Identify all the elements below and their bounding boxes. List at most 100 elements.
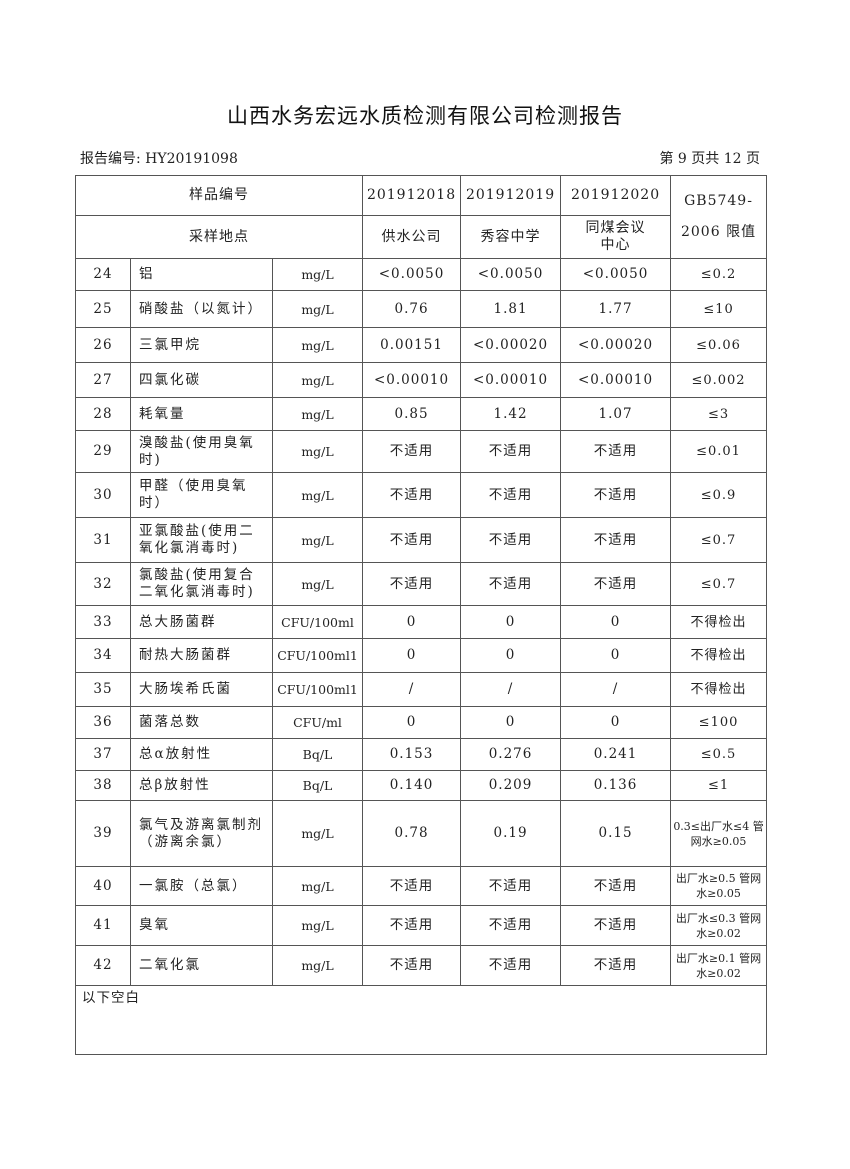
table-row: 27 四氯化碳 mg/L <0.00010 <0.00010 <0.00010 ≤0.002 xyxy=(75,362,768,398)
unit: mg/L xyxy=(271,397,364,431)
unit: mg/L xyxy=(271,800,364,867)
row-number: 40 xyxy=(75,866,131,906)
result-value: 不适用 xyxy=(362,517,462,563)
sample-location: 同煤会议中心 xyxy=(560,215,672,259)
item-name: 臭氧 xyxy=(130,905,273,946)
result-value: 不适用 xyxy=(560,517,672,563)
unit: CFU/100ml1 xyxy=(271,672,364,707)
limit-label-2: 2006 限值 xyxy=(680,224,757,240)
unit: mg/L xyxy=(271,517,364,563)
result-value: 不适用 xyxy=(560,430,672,473)
result-value: 0 xyxy=(460,638,562,673)
result-value: 不适用 xyxy=(560,472,672,518)
row-number: 29 xyxy=(75,430,131,473)
limit-header: GB5749- 2006 限值 xyxy=(670,175,768,259)
limit-value: ≤0.01 xyxy=(670,430,768,473)
result-value: / xyxy=(460,672,562,707)
item-name: 总β放射性 xyxy=(130,770,273,801)
page-number: 第 9 页共 12 页 xyxy=(659,151,760,167)
item-name: 氯酸盐(使用复合二氧化氯消毒时) xyxy=(130,562,273,606)
result-value: <0.00010 xyxy=(362,362,462,398)
result-value: 0 xyxy=(560,605,672,639)
sample-location: 秀容中学 xyxy=(460,215,562,259)
result-value: <0.00010 xyxy=(460,362,562,398)
header-row-sample-no: 样品编号 201912018 201912019 201912020 GB574… xyxy=(74,175,768,259)
table-row: 32 氯酸盐(使用复合二氧化氯消毒时) mg/L 不适用 不适用 不适用 ≤0.7 xyxy=(75,562,768,606)
result-value: 0.140 xyxy=(362,770,462,801)
result-value: 不适用 xyxy=(362,866,462,906)
item-name: 溴酸盐(使用臭氧时) xyxy=(130,430,273,473)
report-title: 山西水务宏远水质检测有限公司检测报告 xyxy=(227,104,623,128)
result-value: <0.0050 xyxy=(460,258,562,291)
table-row: 31 亚氯酸盐(使用二氧化氯消毒时) mg/L 不适用 不适用 不适用 ≤0.7 xyxy=(75,517,768,563)
result-value: 0.78 xyxy=(362,800,462,867)
item-name: 氯气及游离氯制剂（游离余氯） xyxy=(130,800,273,867)
unit: mg/L xyxy=(271,362,364,398)
result-value: 0 xyxy=(460,706,562,739)
table-row: 26 三氯甲烷 mg/L 0.00151 <0.00020 <0.00020 ≤0.06 xyxy=(75,327,768,363)
row-number: 31 xyxy=(75,517,131,563)
result-value: 0.85 xyxy=(362,397,462,431)
table-row: 34 耐热大肠菌群 CFU/100ml1 0 0 0 不得检出 xyxy=(75,638,768,673)
unit: mg/L xyxy=(271,327,364,363)
result-value: 1.77 xyxy=(560,290,672,328)
footer-row: 以下空白 xyxy=(74,985,768,1055)
item-name: 总大肠菌群 xyxy=(130,605,273,639)
sample-no: 201912020 xyxy=(560,175,672,216)
result-value: 1.81 xyxy=(460,290,562,328)
table-row: 39 氯气及游离氯制剂（游离余氯） mg/L 0.78 0.19 0.15 0.3≤出厂水≤… xyxy=(75,800,768,867)
result-value: 不适用 xyxy=(460,562,562,606)
row-number: 42 xyxy=(75,945,131,986)
table-row: 35 大肠埃希氏菌 CFU/100ml1// / 不得检出 xyxy=(75,672,768,707)
result-value: 不适用 xyxy=(460,472,562,518)
result-value: <0.0050 xyxy=(362,258,462,291)
limit-label-1: GB5749- xyxy=(684,193,753,209)
result-value: / xyxy=(362,672,462,707)
result-value: 不适用 xyxy=(362,562,462,606)
row-number: 32 xyxy=(75,562,131,606)
limit-value: ≤0.2 xyxy=(670,258,768,291)
row-number: 39 xyxy=(75,800,131,867)
limit-value: ≤1 xyxy=(670,770,768,801)
result-value: 0 xyxy=(460,605,562,639)
result-value: 0.76 xyxy=(362,290,462,328)
result-value: 0.15 xyxy=(560,800,672,867)
limit-value: ≤0.06 xyxy=(670,327,768,363)
result-value: 不适用 xyxy=(362,472,462,518)
result-value: 不适用 xyxy=(560,866,672,906)
row-number: 25 xyxy=(75,290,131,328)
result-value: 不适用 xyxy=(560,945,672,986)
item-name: 三氯甲烷 xyxy=(130,327,273,363)
limit-value: 出厂水≤0.3 管网水≥0.02 xyxy=(670,905,768,946)
sample-no-label: 样品编号 xyxy=(74,175,364,216)
result-value: 不适用 xyxy=(460,866,562,906)
table-row: 30 甲醛（使用臭氧时） mg/L 不适用 不适用 不适用 ≤0.9 xyxy=(75,472,768,518)
item-name: 铝 xyxy=(130,258,273,291)
result-value: 不适用 xyxy=(460,430,562,473)
unit: CFU/100ml xyxy=(271,605,364,639)
result-value: 不适用 xyxy=(460,945,562,986)
limit-value: 不得检出 xyxy=(670,672,768,707)
limit-value: ≤0.002 xyxy=(670,362,768,398)
row-number: 38 xyxy=(75,770,131,801)
result-value: 0.241 xyxy=(560,738,672,771)
result-value: 不适用 xyxy=(362,430,462,473)
row-number: 27 xyxy=(75,362,131,398)
limit-value: ≤0.9 xyxy=(670,472,768,518)
result-value: 不适用 xyxy=(362,945,462,986)
result-value: 0 xyxy=(362,605,462,639)
result-value: 0.19 xyxy=(460,800,562,867)
limit-value: 不得检出 xyxy=(670,605,768,639)
row-number: 24 xyxy=(75,258,131,291)
row-number: 26 xyxy=(75,327,131,363)
unit: CFU/ml xyxy=(271,706,364,739)
result-value: <0.00010 xyxy=(560,362,672,398)
result-value: 不适用 xyxy=(460,905,562,946)
row-number: 35 xyxy=(75,672,131,707)
table-row: 42 二氧化氯 mg/L 不适用 不适用 不适用 出厂水≥0.1 管网水≥0.02 xyxy=(75,945,768,986)
result-value: 0 xyxy=(560,706,672,739)
result-value: 0.209 xyxy=(460,770,562,801)
result-value: 0 xyxy=(560,638,672,673)
row-number: 37 xyxy=(75,738,131,771)
item-name: 耗氧量 xyxy=(130,397,273,431)
